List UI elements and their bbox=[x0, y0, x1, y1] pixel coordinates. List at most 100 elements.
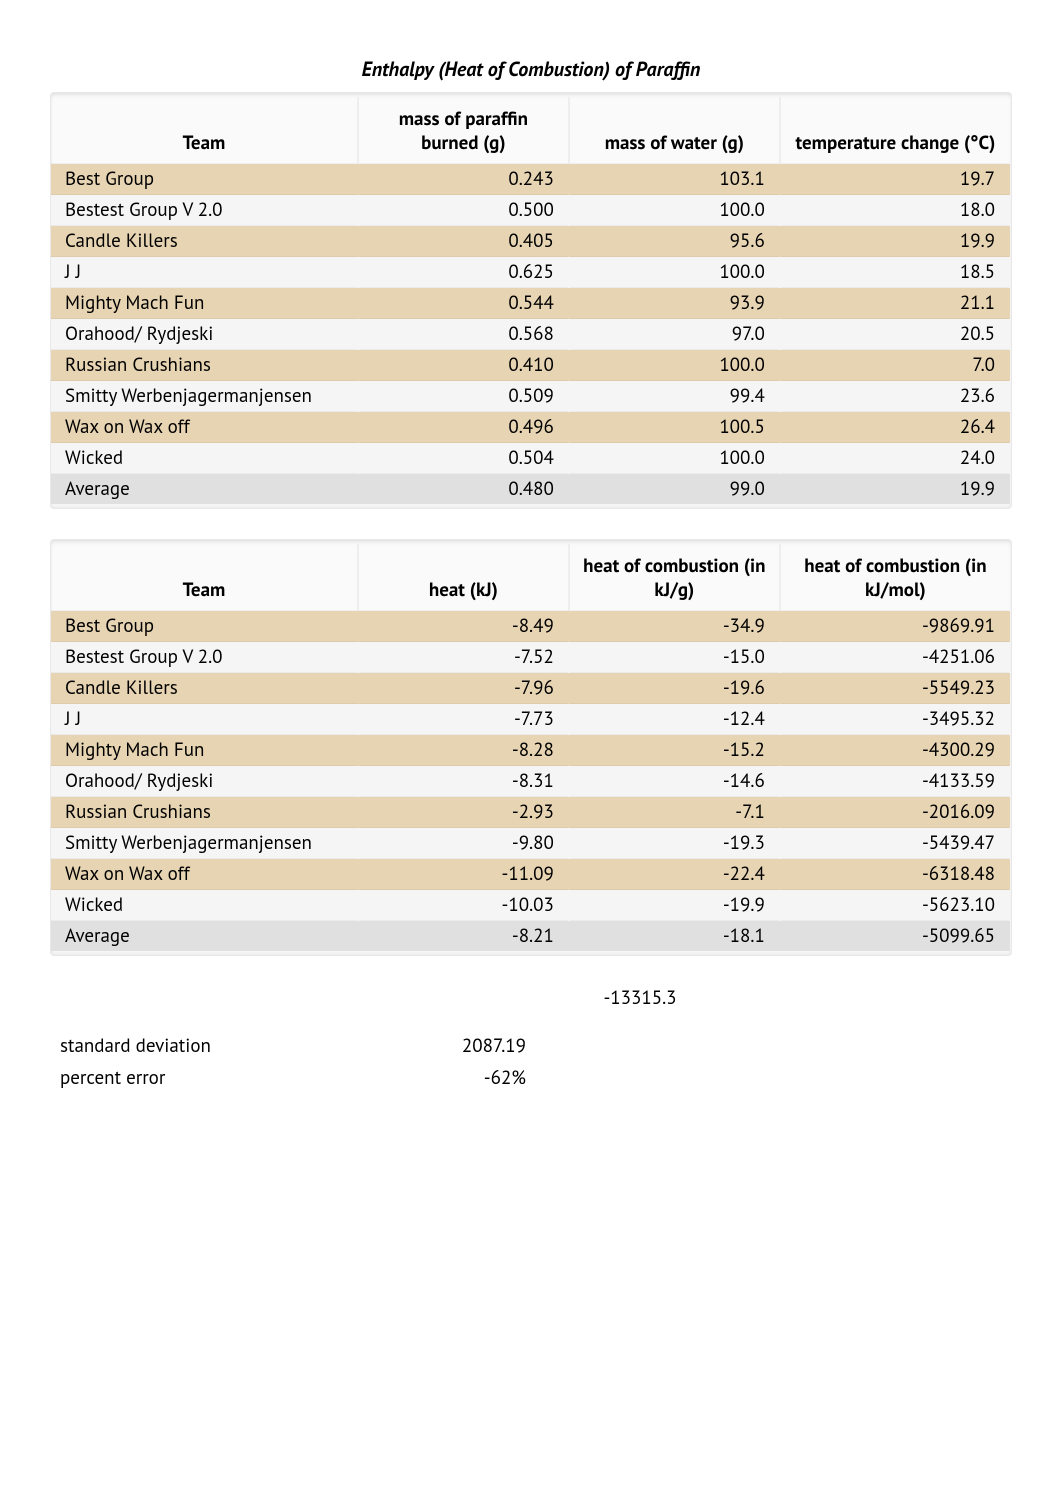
reference-value: -13315.3 bbox=[540, 986, 740, 1010]
table-cell: -8.28 bbox=[358, 735, 569, 766]
table-cell: 0.504 bbox=[358, 443, 569, 474]
table-cell: 100.0 bbox=[569, 195, 780, 226]
table-cell: 99.0 bbox=[569, 474, 780, 505]
table-cell: 100.5 bbox=[569, 412, 780, 443]
table-cell: Russian Crushians bbox=[51, 797, 358, 828]
table-cell: -12.4 bbox=[569, 704, 780, 735]
pcterr-label: percent error bbox=[50, 1066, 380, 1090]
table-cell: 0.496 bbox=[358, 412, 569, 443]
table-cell: 0.405 bbox=[358, 226, 569, 257]
table-cell: 0.544 bbox=[358, 288, 569, 319]
table1: Team mass of paraffin burned (g) mass of… bbox=[51, 97, 1011, 504]
table-row: Bestest Group V 2.0-7.52-15.0-4251.06 bbox=[51, 642, 1010, 673]
table-cell: -34.9 bbox=[569, 611, 780, 642]
table-cell: -9869.91 bbox=[780, 611, 1010, 642]
table2-col-hoc-mol: heat of combustion (in kJ/mol) bbox=[780, 544, 1010, 611]
table-cell: Orahood/ Rydjeski bbox=[51, 766, 358, 797]
table-row: Russian Crushians-2.93-7.1-2016.09 bbox=[51, 797, 1010, 828]
table-cell: Average bbox=[51, 474, 358, 505]
table-cell: Candle Killers bbox=[51, 226, 358, 257]
table-cell: 26.4 bbox=[780, 412, 1010, 443]
table-row: Russian Crushians0.410100.07.0 bbox=[51, 350, 1010, 381]
table-row: J J0.625100.018.5 bbox=[51, 257, 1010, 288]
page-title: Enthalpy (Heat of Combustion) of Paraffi… bbox=[50, 56, 1012, 82]
table1-container: Team mass of paraffin burned (g) mass of… bbox=[50, 92, 1012, 509]
table1-col-team: Team bbox=[51, 97, 358, 164]
table-cell: -7.96 bbox=[358, 673, 569, 704]
table-cell: Wicked bbox=[51, 443, 358, 474]
table-cell: Wax on Wax off bbox=[51, 859, 358, 890]
table-cell: -15.2 bbox=[569, 735, 780, 766]
table-cell: -5623.10 bbox=[780, 890, 1010, 921]
table1-col-temp: temperature change (°C) bbox=[780, 97, 1010, 164]
table-cell: -19.3 bbox=[569, 828, 780, 859]
table-cell: 100.0 bbox=[569, 257, 780, 288]
table1-header-row: Team mass of paraffin burned (g) mass of… bbox=[51, 97, 1010, 164]
stdev-value: 2087.19 bbox=[380, 1034, 540, 1058]
table-cell: -6318.48 bbox=[780, 859, 1010, 890]
table-cell: J J bbox=[51, 704, 358, 735]
table-row: Bestest Group V 2.00.500100.018.0 bbox=[51, 195, 1010, 226]
table-cell: Candle Killers bbox=[51, 673, 358, 704]
table-cell: 103.1 bbox=[569, 164, 780, 195]
table-cell: -7.52 bbox=[358, 642, 569, 673]
table-cell: 99.4 bbox=[569, 381, 780, 412]
table-cell: 95.6 bbox=[569, 226, 780, 257]
table-cell: Smitty Werbenjagermanjensen bbox=[51, 381, 358, 412]
table-cell: 0.500 bbox=[358, 195, 569, 226]
table-cell: Best Group bbox=[51, 164, 358, 195]
table1-col-water: mass of water (g) bbox=[569, 97, 780, 164]
table-row: Candle Killers-7.96-19.6-5549.23 bbox=[51, 673, 1010, 704]
table-cell: 97.0 bbox=[569, 319, 780, 350]
table-cell: -11.09 bbox=[358, 859, 569, 890]
table-row: Smitty Werbenjagermanjensen0.50999.423.6 bbox=[51, 381, 1010, 412]
table-cell: Average bbox=[51, 921, 358, 952]
table-cell: -5439.47 bbox=[780, 828, 1010, 859]
table-cell: 21.1 bbox=[780, 288, 1010, 319]
table-cell: 18.5 bbox=[780, 257, 1010, 288]
table-cell: -7.73 bbox=[358, 704, 569, 735]
table-cell: Bestest Group V 2.0 bbox=[51, 195, 358, 226]
table-row: Wax on Wax off0.496100.526.4 bbox=[51, 412, 1010, 443]
table-row: Wicked-10.03-19.9-5623.10 bbox=[51, 890, 1010, 921]
table1-col-mass: mass of paraffin burned (g) bbox=[358, 97, 569, 164]
table-cell: -5549.23 bbox=[780, 673, 1010, 704]
table-cell: -4300.29 bbox=[780, 735, 1010, 766]
table-cell: -4133.59 bbox=[780, 766, 1010, 797]
table-cell: 19.9 bbox=[780, 474, 1010, 505]
table-cell: Russian Crushians bbox=[51, 350, 358, 381]
table-cell: Bestest Group V 2.0 bbox=[51, 642, 358, 673]
table-cell: -19.6 bbox=[569, 673, 780, 704]
pcterr-value: -62% bbox=[380, 1066, 540, 1090]
table-cell: 0.568 bbox=[358, 319, 569, 350]
table2-header-row: Team heat (kJ) heat of combustion (in kJ… bbox=[51, 544, 1010, 611]
table-cell: 0.625 bbox=[358, 257, 569, 288]
table-row: Wax on Wax off-11.09-22.4-6318.48 bbox=[51, 859, 1010, 890]
table-cell: 19.7 bbox=[780, 164, 1010, 195]
table-cell: 100.0 bbox=[569, 443, 780, 474]
table-cell: Mighty Mach Fun bbox=[51, 288, 358, 319]
pcterr-row: percent error -62% bbox=[50, 1066, 1012, 1090]
table-cell: 0.410 bbox=[358, 350, 569, 381]
table-row: Orahood/ Rydjeski-8.31-14.6-4133.59 bbox=[51, 766, 1010, 797]
table2-container: Team heat (kJ) heat of combustion (in kJ… bbox=[50, 539, 1012, 956]
table-cell: -19.9 bbox=[569, 890, 780, 921]
table-cell: -15.0 bbox=[569, 642, 780, 673]
table-cell: 0.509 bbox=[358, 381, 569, 412]
table-row: Best Group0.243103.119.7 bbox=[51, 164, 1010, 195]
table-row: Mighty Mach Fun0.54493.921.1 bbox=[51, 288, 1010, 319]
table-cell: J J bbox=[51, 257, 358, 288]
table-cell: 100.0 bbox=[569, 350, 780, 381]
table-cell: -3495.32 bbox=[780, 704, 1010, 735]
table-cell: 23.6 bbox=[780, 381, 1010, 412]
table-row: J J-7.73-12.4-3495.32 bbox=[51, 704, 1010, 735]
table-row: Mighty Mach Fun-8.28-15.2-4300.29 bbox=[51, 735, 1010, 766]
table-cell: 20.5 bbox=[780, 319, 1010, 350]
table-cell: -10.03 bbox=[358, 890, 569, 921]
average-row: Average-8.21-18.1-5099.65 bbox=[51, 921, 1010, 952]
table-cell: -22.4 bbox=[569, 859, 780, 890]
table-cell: -14.6 bbox=[569, 766, 780, 797]
table-cell: Orahood/ Rydjeski bbox=[51, 319, 358, 350]
stdev-row: standard deviation 2087.19 bbox=[50, 1034, 1012, 1058]
table-cell: 0.480 bbox=[358, 474, 569, 505]
